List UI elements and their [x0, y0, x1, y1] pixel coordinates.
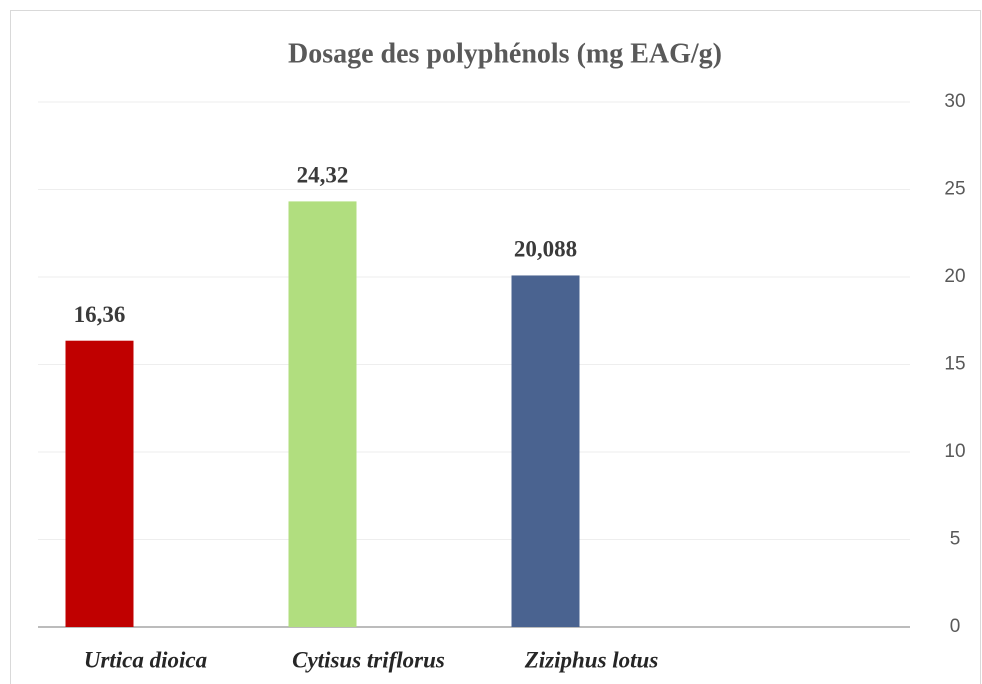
y-tick-label: 20 — [944, 266, 965, 287]
data-label: 20,088 — [514, 237, 577, 262]
bar — [511, 275, 580, 627]
bar — [288, 201, 357, 627]
x-tick-label: Ziziphus lotus — [524, 647, 659, 672]
x-tick-label: Cytisus triflorus — [292, 647, 445, 672]
chart-border — [10, 10, 981, 684]
chart-title: Dosage des polyphénols (mg EAG/g) — [288, 38, 722, 69]
y-tick-label: 0 — [950, 616, 961, 637]
y-tick-label: 15 — [944, 354, 965, 375]
data-label: 24,32 — [297, 163, 349, 188]
data-label: 16,36 — [74, 302, 126, 327]
x-tick-label: Urtica dioica — [84, 647, 207, 672]
y-tick-label: 25 — [944, 179, 965, 200]
y-tick-label: 5 — [950, 529, 961, 550]
y-tick-label: 10 — [944, 441, 965, 462]
bar — [65, 340, 134, 627]
y-tick-label: 30 — [944, 91, 965, 112]
